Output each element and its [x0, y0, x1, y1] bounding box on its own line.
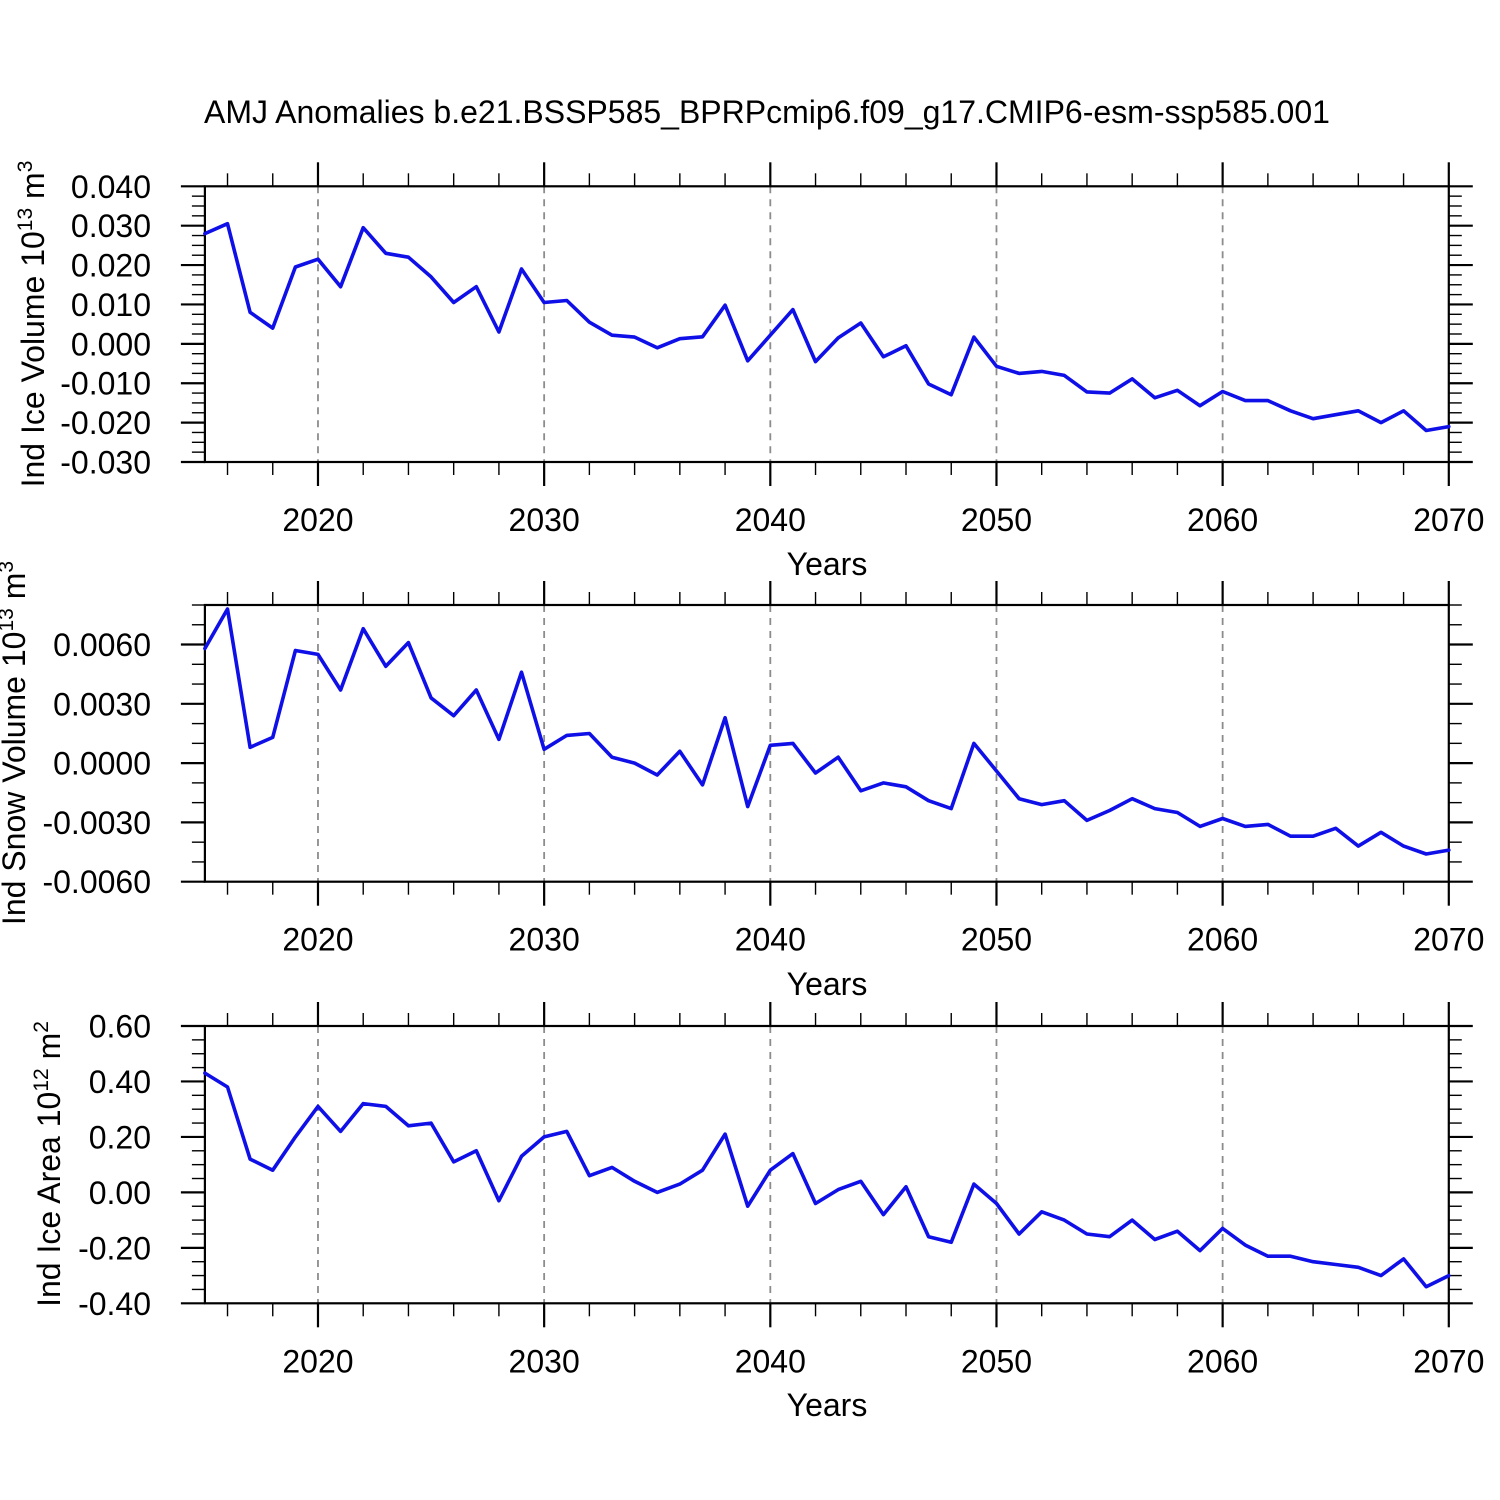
unit: m [0, 573, 32, 609]
x-tick-label: 2060 [1187, 502, 1258, 538]
y-axis-title-text: Ind Ice Volume 10 [14, 231, 51, 488]
series-line-ice-area [203, 1071, 1451, 1289]
y-tick-label: 0.40 [89, 1064, 151, 1100]
x-tick-label: 2070 [1413, 502, 1484, 538]
y-tick-label: -0.030 [60, 445, 151, 481]
y-axis-title-text: Ind Snow Volume 10 [0, 631, 32, 926]
exponent: 13 [14, 207, 38, 232]
x-tick-label: 2060 [1187, 1343, 1258, 1379]
plot-frame [203, 1024, 1450, 1305]
y-axis-title-snow-volume: Ind Snow Volume 1013 m3 [0, 561, 33, 925]
y-tick-label: -0.0030 [42, 805, 151, 841]
x-tick-label: 2030 [509, 1343, 580, 1379]
x-tick-label: 2040 [735, 502, 806, 538]
y-tick-label: 0.0030 [53, 686, 151, 722]
x-tick-label: 2020 [282, 502, 353, 538]
y-tick-label: 0.00 [89, 1175, 151, 1211]
y-axis-title-ice-volume: Ind Ice Volume 1013 m3 [14, 161, 52, 488]
y-tick-label: 0.000 [71, 326, 151, 362]
plot-frame [203, 185, 1450, 464]
y-tick-label: 0.010 [71, 287, 151, 323]
unit: m [14, 172, 51, 208]
y-tick-label: 0.040 [71, 169, 151, 205]
panel-snow-volume: 2020 2030 2040 2050 2060 2070 0.0060 0.0030 0.00… [42, 581, 1484, 958]
series-line-ice-volume [203, 221, 1451, 433]
series-line-snow-volume [203, 607, 1451, 856]
x-tick-label: 2050 [961, 502, 1032, 538]
x-axis-title-3: Years [786, 1387, 868, 1423]
x-tick-label: 2030 [509, 502, 580, 538]
x-tick-label: 2040 [735, 1343, 806, 1379]
unit-exponent: 2 [30, 1021, 54, 1033]
y-tick-label: 0.020 [71, 248, 151, 284]
x-tick-label: 2060 [1187, 922, 1258, 958]
y-tick-label: -0.20 [78, 1230, 151, 1266]
x-tick-label: 2040 [735, 922, 806, 958]
x-tick-label: 2030 [509, 922, 580, 958]
panel-ice-area: 2020 2030 2040 2050 2060 2070 0.60 0.40 0.20 0.00… [78, 1002, 1484, 1379]
y-tick-label: 0.20 [89, 1119, 151, 1155]
exponent: 13 [0, 608, 19, 632]
unit: m [30, 1032, 67, 1069]
unit-exponent: 3 [0, 561, 18, 573]
x-tick-label: 2070 [1413, 1343, 1484, 1379]
x-tick-label: 2020 [282, 1343, 353, 1379]
y-tick-label: -0.020 [60, 405, 151, 441]
plot-frame [203, 603, 1450, 883]
x-axis-title-2: Years [786, 966, 868, 1002]
y-tick-label: 0.60 [89, 1009, 151, 1045]
y-tick-label: -0.010 [60, 366, 151, 402]
x-tick-label: 2070 [1413, 922, 1484, 958]
panel-ice-volume: 2020 2030 2040 2050 2060 20700.0400.0300.0200… [60, 162, 1484, 538]
y-tick-label: -0.40 [78, 1286, 151, 1322]
x-axis-title-1: Years [786, 546, 868, 582]
y-tick-label: 0.030 [71, 208, 151, 244]
exponent: 12 [30, 1068, 54, 1092]
y-tick-label: -0.0060 [42, 864, 151, 900]
y-tick-label: 0.0060 [53, 627, 151, 663]
unit-exponent: 3 [14, 160, 38, 173]
y-tick-label: 0.0000 [53, 746, 151, 782]
chart-title: AMJ Anomalies b.e21.BSSP585_BPRPcmip6.f0… [204, 94, 1330, 130]
y-axis-title-ice-area: Ind Ice Area 1012 m2 [30, 1021, 68, 1307]
x-tick-label: 2050 [961, 922, 1032, 958]
x-tick-label: 2020 [282, 922, 353, 958]
x-tick-label: 2050 [961, 1343, 1032, 1379]
y-axis-title-text: Ind Ice Area 10 [30, 1091, 67, 1307]
